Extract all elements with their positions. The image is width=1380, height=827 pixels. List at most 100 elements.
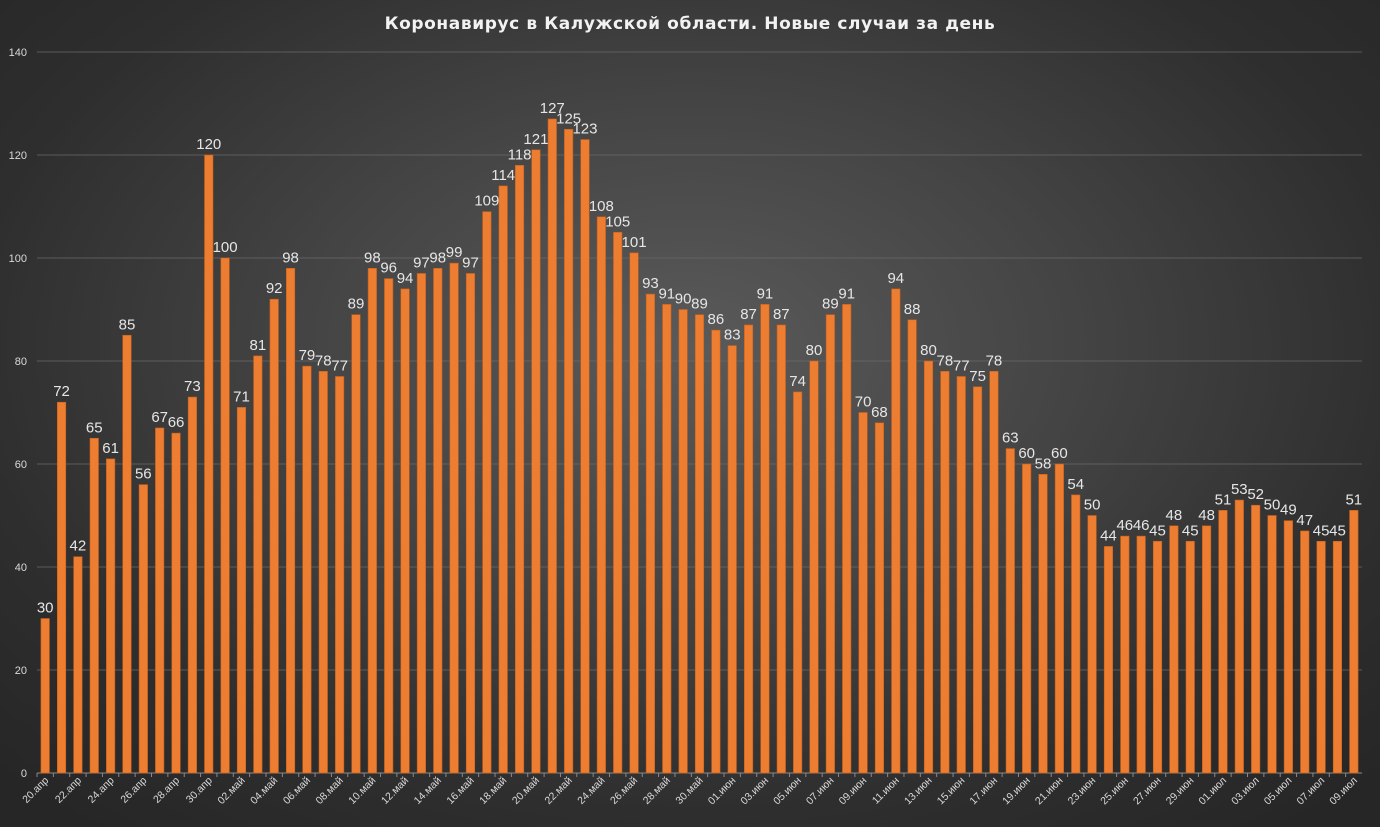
bar (809, 360, 819, 774)
data-label: 120 (196, 136, 221, 153)
bar (384, 278, 394, 774)
bar (1169, 525, 1179, 774)
bar (465, 273, 476, 774)
data-label: 45 (1182, 522, 1199, 539)
x-tick-label: 11.июн (870, 774, 902, 806)
bar (351, 314, 361, 774)
bar (645, 293, 655, 774)
bar (1152, 540, 1163, 774)
x-tick-label: 26.апр (118, 775, 149, 806)
bar (1120, 535, 1130, 774)
data-label: 80 (806, 342, 823, 359)
bar (40, 618, 50, 774)
chart-title: Коронавирус в Калужской области. Новые с… (385, 14, 996, 34)
x-tick-label: 17.июн (967, 774, 1000, 807)
data-label: 94 (887, 270, 904, 287)
x-tick-label: 10.май (346, 775, 378, 807)
bar (1283, 520, 1293, 774)
data-label: 66 (168, 414, 185, 431)
data-label: 74 (789, 373, 806, 390)
bar (138, 484, 148, 774)
bar (449, 262, 459, 774)
data-label: 93 (642, 275, 659, 292)
bar (253, 355, 263, 774)
data-label: 89 (691, 296, 708, 313)
bar (220, 257, 230, 774)
bar (1332, 540, 1343, 774)
data-label: 118 (508, 146, 532, 163)
data-label: 87 (773, 306, 790, 323)
bar (1300, 530, 1310, 774)
bar (236, 407, 247, 774)
data-label: 101 (622, 234, 647, 251)
bar (923, 360, 934, 774)
data-label: 67 (151, 409, 168, 426)
x-tick-label: 15.июн (935, 774, 968, 807)
bar (1038, 473, 1048, 774)
data-label: 46 (1133, 517, 1150, 534)
data-label: 90 (675, 291, 692, 308)
bar (613, 231, 623, 774)
data-label: 47 (1296, 512, 1313, 529)
bar (515, 165, 525, 774)
bar (1087, 515, 1097, 774)
data-label: 97 (462, 254, 479, 271)
data-label: 42 (70, 538, 87, 555)
data-label: 63 (1002, 430, 1019, 447)
data-label: 53 (1231, 481, 1248, 498)
data-label: 77 (953, 357, 970, 374)
bar (874, 422, 884, 774)
data-label: 65 (86, 419, 103, 436)
data-label: 89 (348, 296, 365, 313)
data-label: 45 (1149, 522, 1166, 539)
bar (825, 314, 835, 774)
data-label: 88 (904, 301, 921, 318)
x-tick-label: 13.июн (902, 774, 935, 807)
data-label: 71 (233, 388, 250, 405)
data-label: 60 (1018, 445, 1035, 462)
y-tick-label: 40 (15, 562, 27, 574)
bar (744, 324, 754, 774)
x-tick-label: 26.май (608, 775, 640, 807)
data-label: 48 (1166, 507, 1183, 524)
data-label: 48 (1198, 507, 1215, 524)
x-tick-label: 12.май (379, 775, 411, 807)
x-tick-label: 04.май (248, 775, 280, 807)
bar (678, 309, 688, 774)
bar (367, 267, 377, 774)
data-label: 125 (556, 110, 581, 127)
x-tick-label: 22.апр (53, 775, 84, 806)
bar (302, 365, 312, 774)
data-label: 97 (413, 254, 430, 271)
x-tick-label: 05.июн (771, 774, 804, 807)
data-label: 127 (540, 100, 565, 117)
data-label: 72 (53, 383, 70, 400)
bar (1071, 494, 1081, 774)
y-axis-ticks: 0 20 40 60 80 100 120 140 (9, 47, 27, 780)
bar (1136, 535, 1146, 774)
x-tick-label: 24.апр (86, 775, 117, 806)
bar (106, 458, 116, 774)
x-tick-label: 22.май (543, 775, 575, 807)
x-tick-label: 01.июл (1196, 775, 1229, 808)
data-label: 83 (724, 327, 741, 344)
data-label: 86 (708, 311, 725, 328)
bar (1022, 463, 1032, 774)
bar (580, 139, 590, 774)
x-tick-label: 09.июн (837, 774, 870, 807)
bar (973, 386, 983, 774)
data-label: 98 (282, 249, 299, 266)
data-label: 56 (135, 466, 152, 483)
data-label: 91 (757, 285, 774, 302)
bar (531, 149, 541, 774)
x-tick-label: 16.май (444, 775, 476, 807)
y-tick-label: 140 (9, 47, 27, 59)
bar (858, 412, 868, 774)
data-label: 108 (589, 198, 614, 215)
bar (285, 267, 296, 774)
x-tick-label: 07.июл (1295, 775, 1328, 808)
data-label: 78 (315, 352, 332, 369)
data-label: 89 (822, 296, 839, 313)
data-label: 61 (102, 440, 119, 457)
